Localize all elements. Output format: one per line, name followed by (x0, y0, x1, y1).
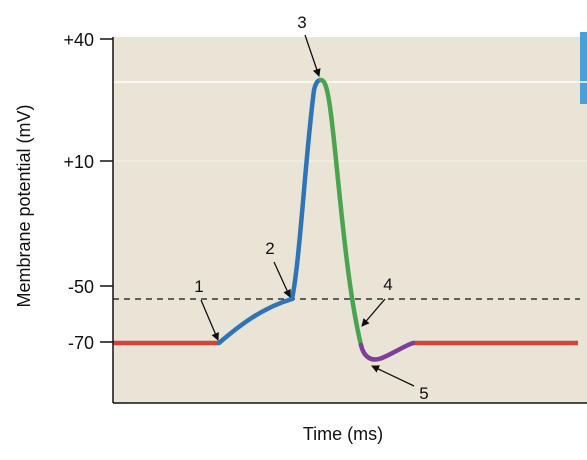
callout-label-1: 1 (194, 277, 203, 296)
callout-arrow-4 (361, 298, 386, 327)
side-accent-bar (580, 32, 587, 104)
depolarization-curve (216, 77, 324, 346)
repolarization-curve (318, 77, 364, 348)
y-axis-title: Membrane potential (mV) (14, 104, 34, 307)
ytick-label-plus40: +40 (63, 30, 94, 50)
hyperpolarization-curve (358, 340, 416, 362)
callout-arrow-1 (200, 299, 219, 341)
callout-label-4: 4 (383, 275, 392, 294)
callout-label-2: 2 (265, 239, 274, 258)
plot-background (113, 37, 587, 403)
x-axis-title: Time (ms) (303, 424, 383, 444)
ytick-label-plus10: +10 (63, 152, 94, 172)
ytick-label-minus50: -50 (68, 277, 94, 297)
callout-arrow-2 (273, 261, 291, 298)
callout-arrow-5 (371, 365, 415, 387)
callout-arrow-3 (304, 34, 321, 77)
ytick-label-minus70: -70 (68, 333, 94, 353)
callout-label-5: 5 (419, 384, 428, 403)
callout-label-3: 3 (297, 13, 306, 32)
